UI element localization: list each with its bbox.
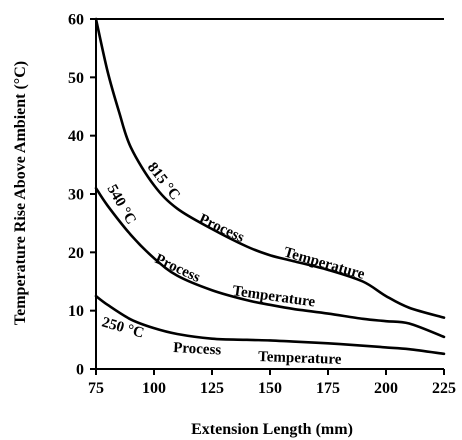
y-tick-label: 30 [68, 187, 84, 204]
x-tick-label: 75 [88, 380, 104, 397]
series-line-1 [94, 186, 446, 339]
series-line-0 [94, 17, 446, 319]
x-tick-label: 225 [432, 380, 456, 397]
y-tick-label: 60 [68, 12, 84, 29]
y-tick-label: 20 [68, 245, 84, 262]
series-label-1-0: 540 °C [104, 182, 139, 227]
series-label-1-1: Process [152, 251, 202, 286]
axes: 0 10 20 30 40 50 60 75 100 125 150 175 200 225 [68, 12, 456, 398]
x-tick-label: 200 [374, 380, 398, 397]
x-tick-label: 125 [200, 380, 224, 397]
series-label-2-2: Temperature [258, 349, 342, 368]
series-label-0-2: Temperature [282, 244, 367, 282]
series-lines [94, 17, 446, 356]
series-line-2 [94, 294, 446, 356]
series-label-2-0: 250 °C [100, 314, 146, 341]
x-tick-label: 100 [142, 380, 166, 397]
x-tick-label: 175 [316, 380, 340, 397]
x-axis-title: Extension Length (mm) [191, 421, 353, 438]
x-tick-label: 150 [258, 380, 282, 397]
y-axis-title: Temperature Rise Above Ambient (°C) [12, 61, 29, 325]
series-label-2-1: Process [173, 340, 222, 359]
series-label-0-1: Process [196, 211, 246, 246]
y-tick-label: 0 [76, 362, 84, 379]
y-tick-label: 40 [68, 128, 84, 145]
y-tick-label: 10 [68, 303, 84, 320]
y-tick-label: 50 [68, 70, 84, 87]
